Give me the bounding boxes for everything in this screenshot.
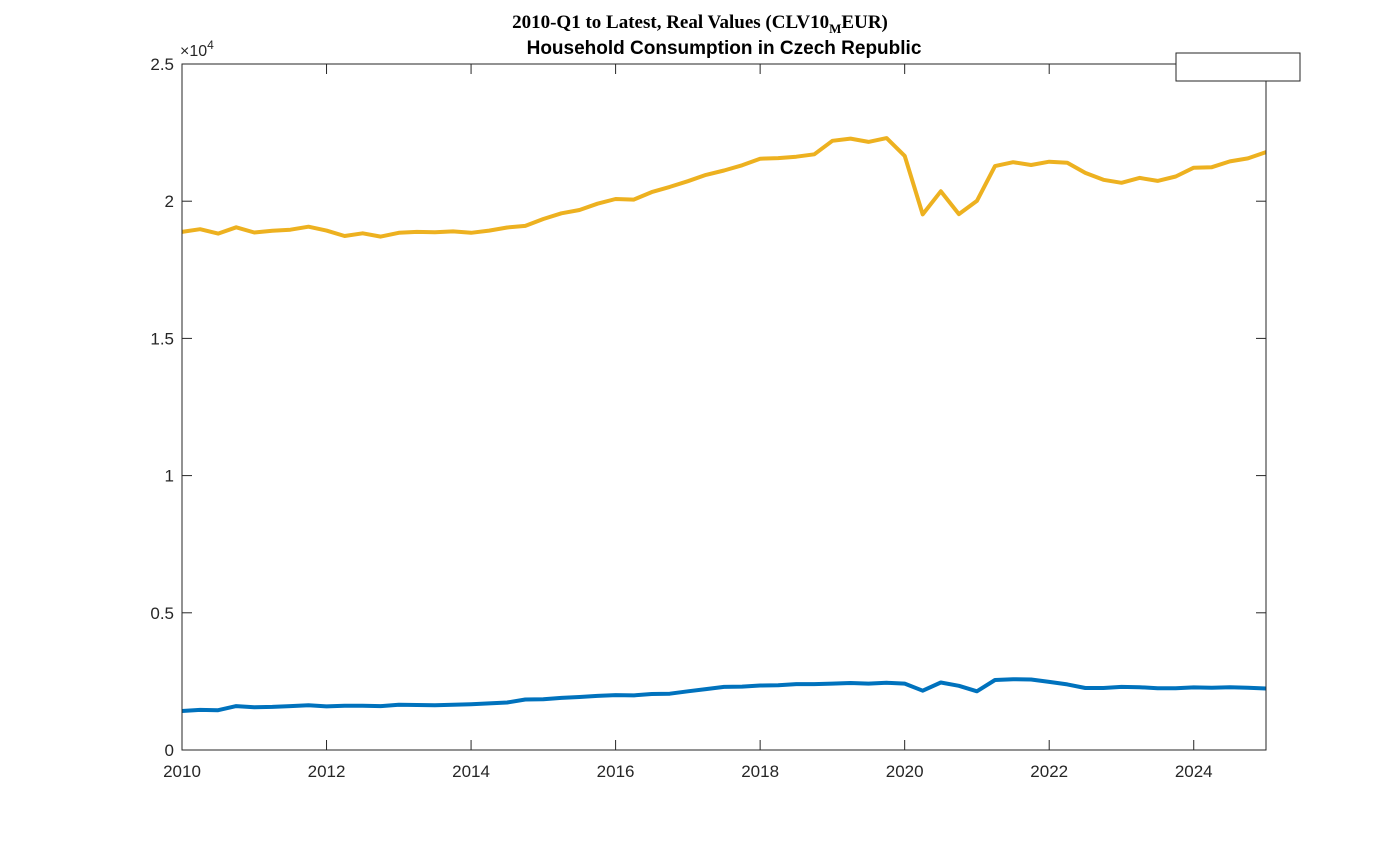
y-tick-label: 1.5 bbox=[150, 329, 174, 348]
x-tick-label: 2018 bbox=[741, 762, 779, 781]
series-line-1 bbox=[181, 677, 1267, 713]
chart-title-line1: 2010-Q1 to Latest, Real Values (CLV10MEU… bbox=[512, 12, 888, 36]
y-tick-label: 0 bbox=[165, 741, 174, 760]
y-tick-label: 2.5 bbox=[150, 55, 174, 74]
y-tick-label: 1 bbox=[165, 467, 174, 486]
x-tick-label: 2012 bbox=[308, 762, 346, 781]
x-tick-label: 2024 bbox=[1175, 762, 1213, 781]
y-exponent-label: ×104 bbox=[180, 38, 214, 60]
ticks-layer: 2010 2012 2014 2016 2018 2020 2022 2024 0 0.5 1 1.5… bbox=[150, 55, 1266, 781]
plot-area-frame bbox=[181, 63, 1267, 751]
chart-title-line2: Household Consumption in Czech Republic bbox=[527, 38, 922, 59]
legend-box bbox=[1175, 52, 1301, 82]
x-tick-label: 2022 bbox=[1030, 762, 1068, 781]
series-line-2 bbox=[181, 136, 1267, 239]
x-tick-label: 2020 bbox=[886, 762, 924, 781]
x-tick-label: 2010 bbox=[163, 762, 201, 781]
x-tick-label: 2014 bbox=[452, 762, 490, 781]
y-tick-label: 2 bbox=[165, 192, 174, 211]
series-layer bbox=[181, 136, 1267, 713]
y-tick-label: 0.5 bbox=[150, 604, 174, 623]
x-tick-label: 2016 bbox=[597, 762, 635, 781]
